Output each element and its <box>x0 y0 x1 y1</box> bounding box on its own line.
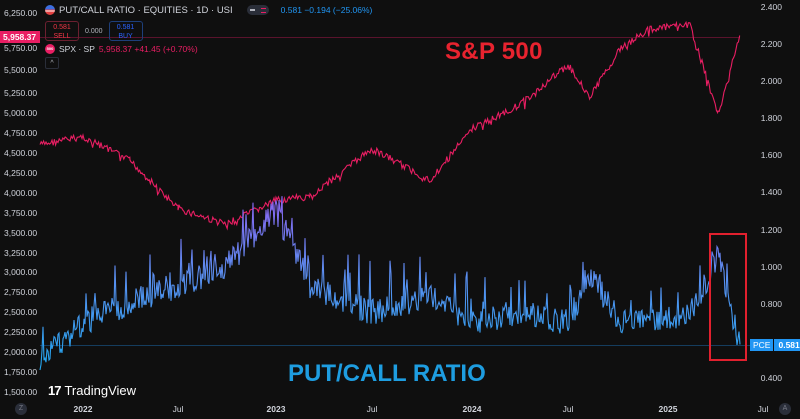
pce-price-line <box>40 345 750 346</box>
spx-price-tag: 5,958.37 <box>0 31 40 43</box>
left-tick: 4,500.00 <box>4 148 38 158</box>
spx-logo-icon: 500 <box>45 44 55 54</box>
right-tick: 0.800 <box>760 299 782 309</box>
spread-value: 0.000 <box>85 27 103 35</box>
putcall-annotation: PUT/CALL RATIO <box>288 360 486 387</box>
right-tick: 1.600 <box>760 150 782 160</box>
visibility-toggle[interactable] <box>246 5 269 15</box>
left-tick: 3,250.00 <box>4 248 38 258</box>
x-tick: 2024 <box>462 404 482 414</box>
left-tick: 3,750.00 <box>4 208 38 218</box>
right-tick: 1.400 <box>760 187 782 197</box>
putcall-ratio-line <box>39 196 741 371</box>
left-tick: 4,750.00 <box>4 128 38 138</box>
symbol-title[interactable]: PUT/CALL RATIO · EQUITIES · 1D · USI <box>59 4 233 16</box>
tradingview-logo-icon: 17 <box>48 383 62 398</box>
left-tick: 2,250.00 <box>4 327 38 337</box>
pce-price-tag: PCE 0.581 <box>750 339 800 351</box>
spx-values: 5,958.37 +41.45 (+0.70%) <box>98 44 198 54</box>
timezone-button[interactable]: Z <box>15 403 27 415</box>
x-tick: 2023 <box>266 404 286 414</box>
spx-symbol[interactable]: SPX · SP <box>59 44 95 54</box>
x-tick: Jul <box>366 404 378 414</box>
tradingview-logo[interactable]: 17 TradingView <box>48 383 136 398</box>
left-tick: 4,000.00 <box>4 188 38 198</box>
left-tick: 2,750.00 <box>4 287 38 297</box>
left-price-axis[interactable]: 6,250.00 5,750.00 5,500.00 5,250.00 5,00… <box>0 0 40 400</box>
collapse-legend-button[interactable]: ^ <box>45 57 59 69</box>
right-tick: 2.200 <box>760 39 782 49</box>
right-tick: 1.800 <box>760 113 782 123</box>
left-tick: 5,000.00 <box>4 108 38 118</box>
sell-button[interactable]: 0.581 SELL <box>45 21 79 41</box>
plot-area[interactable] <box>0 0 800 400</box>
sp500-annotation: S&P 500 <box>445 38 543 65</box>
pce-tag-value: 0.581 <box>774 339 800 351</box>
right-tick: 2.000 <box>760 76 782 86</box>
left-tick: 2,000.00 <box>4 347 38 357</box>
right-tick: 2.400 <box>760 2 782 12</box>
spx-line <box>39 20 741 231</box>
x-tick: 2025 <box>658 404 678 414</box>
right-tick: 1.200 <box>760 225 782 235</box>
right-tick: 0.400 <box>760 373 782 383</box>
legend: PUT/CALL RATIO · EQUITIES · 1D · USI 0.5… <box>45 3 372 69</box>
x-tick: Jul <box>562 404 574 414</box>
pce-tag-label: PCE <box>750 339 774 351</box>
left-tick: 4,250.00 <box>4 168 38 178</box>
tradingview-wordmark: TradingView <box>64 383 137 398</box>
left-tick: 1,750.00 <box>4 367 38 377</box>
symbol-value: 0.581 −0.194 (−25.06%) <box>280 5 373 15</box>
x-tick: Jul <box>757 404 769 414</box>
buy-button[interactable]: 0.581 BUY <box>108 21 143 41</box>
left-tick: 5,750.00 <box>4 43 38 53</box>
left-tick: 5,500.00 <box>4 65 38 75</box>
auto-scale-button[interactable]: A <box>779 403 791 415</box>
x-tick: Jul <box>172 404 184 414</box>
left-tick: 3,500.00 <box>4 228 38 238</box>
spx-price-line <box>40 37 740 38</box>
left-tick: 3,000.00 <box>4 267 38 277</box>
highlight-box <box>709 233 747 361</box>
left-tick: 5,250.00 <box>4 88 38 98</box>
x-tick: 2022 <box>73 404 93 414</box>
left-tick: 2,500.00 <box>4 307 38 317</box>
right-tick: 1.000 <box>760 262 782 272</box>
left-tick: 6,250.00 <box>4 8 38 18</box>
time-axis[interactable]: 2022 Jul 2023 Jul 2024 Jul 2025 Jul <box>0 400 800 419</box>
us-flag-icon <box>45 5 55 15</box>
right-price-axis[interactable]: 2.400 2.200 2.000 1.800 1.600 1.400 1.20… <box>740 0 800 400</box>
left-tick: 1,500.00 <box>4 387 38 397</box>
